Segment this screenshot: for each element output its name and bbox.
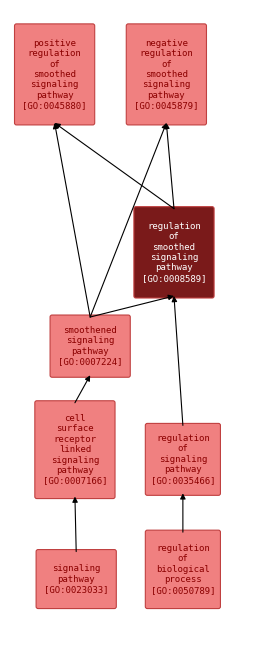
Text: regulation
of
smoothed
signaling
pathway
[GO:0008589]: regulation of smoothed signaling pathway… <box>142 222 206 283</box>
FancyBboxPatch shape <box>134 206 214 298</box>
FancyBboxPatch shape <box>50 315 130 377</box>
Text: cell
surface
receptor
linked
signaling
pathway
[GO:0007166]: cell surface receptor linked signaling p… <box>43 414 107 485</box>
Text: regulation
of
signaling
pathway
[GO:0035466]: regulation of signaling pathway [GO:0035… <box>151 434 215 485</box>
Text: smoothened
signaling
pathway
[GO:0007224]: smoothened signaling pathway [GO:0007224… <box>58 326 122 366</box>
Text: signaling
pathway
[GO:0023033]: signaling pathway [GO:0023033] <box>44 564 108 594</box>
Text: regulation
of
biological
process
[GO:0050789]: regulation of biological process [GO:005… <box>151 544 215 595</box>
FancyBboxPatch shape <box>36 549 116 609</box>
Text: negative
regulation
of
smoothed
signaling
pathway
[GO:0045879]: negative regulation of smoothed signalin… <box>134 39 199 110</box>
FancyBboxPatch shape <box>145 530 220 609</box>
FancyBboxPatch shape <box>14 24 95 125</box>
FancyBboxPatch shape <box>126 24 207 125</box>
FancyBboxPatch shape <box>145 423 220 496</box>
FancyBboxPatch shape <box>35 400 115 499</box>
Text: positive
regulation
of
smoothed
signaling
pathway
[GO:0045880]: positive regulation of smoothed signalin… <box>22 39 87 110</box>
